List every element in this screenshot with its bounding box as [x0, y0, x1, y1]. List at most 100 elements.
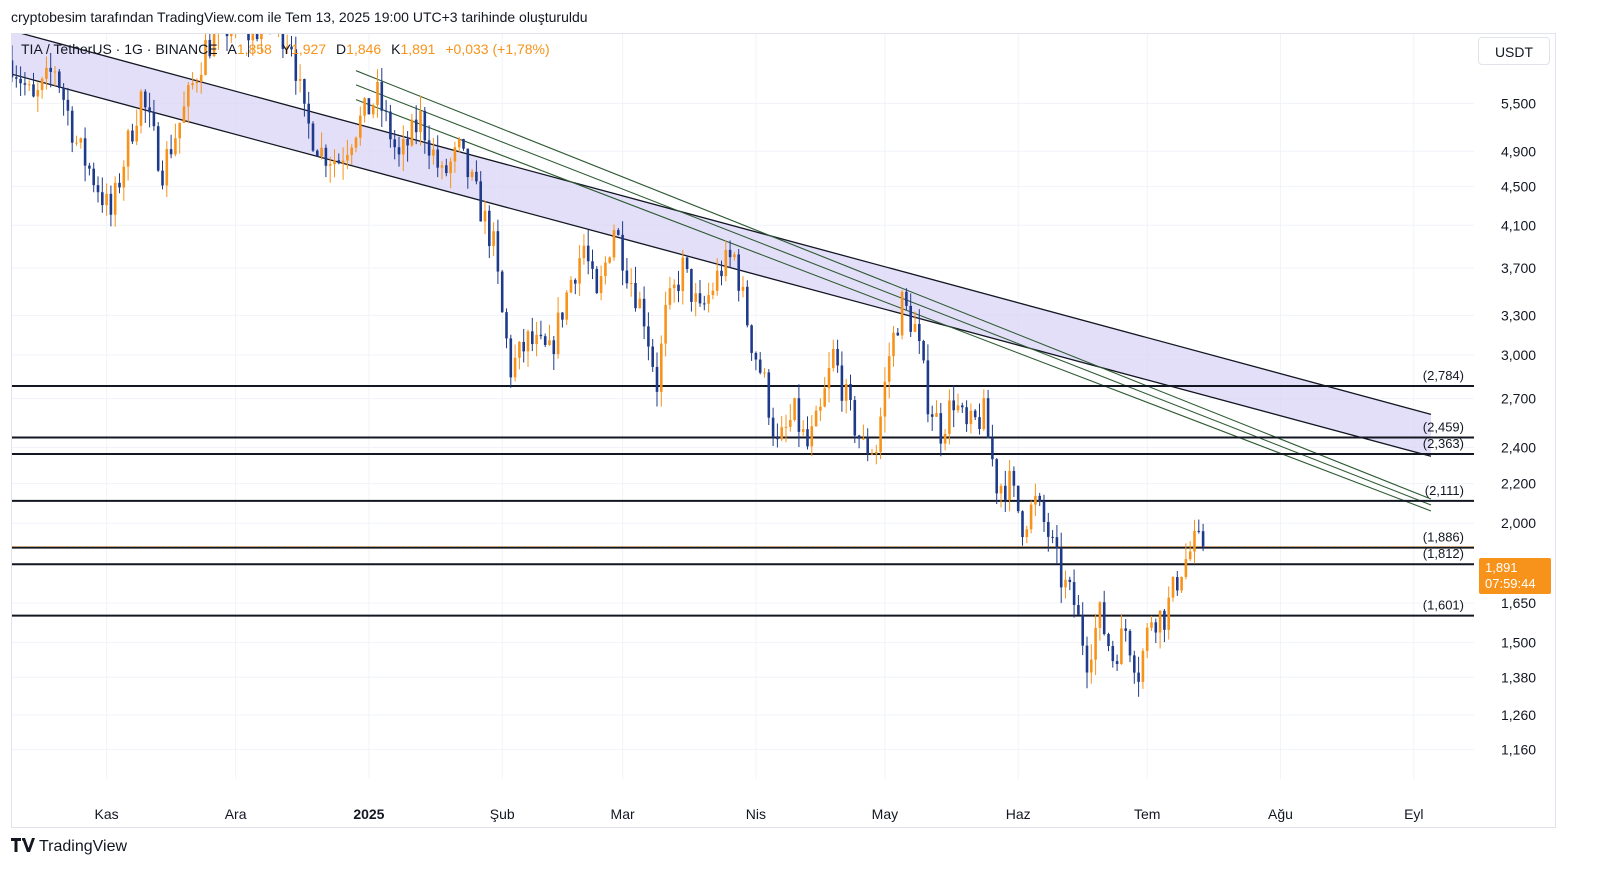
candle-body — [1012, 470, 1016, 486]
x-tick-label: Nis — [746, 806, 766, 822]
candle-body — [182, 106, 186, 123]
candle-body — [840, 365, 844, 401]
candle-body — [905, 291, 908, 306]
candle-body — [767, 372, 771, 418]
candle-body — [1184, 559, 1188, 577]
candle-body — [956, 405, 960, 411]
candle-body — [337, 160, 341, 164]
candle-body — [948, 400, 951, 434]
candle-body — [32, 84, 35, 97]
candle-body — [393, 139, 396, 148]
candle-body — [973, 410, 977, 418]
candle-body — [1197, 530, 1201, 532]
candle-body — [311, 123, 315, 151]
candle-body — [879, 416, 882, 452]
change-value: +0,033 (+1,78%) — [445, 41, 550, 57]
candle-body — [333, 160, 336, 165]
candle-body — [715, 270, 719, 291]
candle-body — [617, 230, 620, 235]
candle-body — [496, 231, 500, 272]
candle-body — [672, 284, 676, 289]
x-tick-label: May — [872, 806, 898, 822]
candle-body — [991, 438, 994, 460]
candle-body — [470, 171, 474, 178]
candle-body — [621, 234, 624, 271]
candle-body — [793, 398, 796, 420]
level-label: (2,459) — [1423, 419, 1464, 434]
candle-body — [638, 298, 642, 309]
candle-body — [204, 39, 207, 75]
candle-body — [832, 349, 835, 368]
tradingview-logo[interactable]: TradingView — [11, 838, 127, 856]
candle-body — [741, 286, 745, 291]
symbol-name[interactable]: TIA / TetherUS · 1G · BINANCE — [21, 41, 218, 57]
last-price-tag: 1,891 07:59:44 — [1479, 558, 1551, 594]
candle-body — [1034, 495, 1037, 505]
candle-body — [1077, 605, 1080, 615]
candle-body — [410, 119, 414, 146]
candle-body — [797, 398, 801, 432]
candle-body — [801, 429, 805, 432]
candle-body — [608, 257, 611, 263]
candle-body — [711, 290, 715, 296]
candle-body — [926, 360, 930, 415]
candle-body — [561, 312, 564, 320]
candle-body — [1038, 495, 1041, 502]
candle-body — [376, 82, 379, 105]
candle-body — [1055, 537, 1059, 549]
candle-body — [862, 438, 865, 440]
candle-body — [896, 332, 900, 336]
candle-body — [1154, 622, 1158, 633]
close-value: 1,891 — [400, 41, 436, 57]
y-tick-label: 2,200 — [1501, 476, 1536, 492]
candle-body — [406, 139, 409, 146]
candle-body — [703, 303, 706, 305]
candle-body — [647, 326, 650, 347]
candle-body — [539, 334, 543, 337]
chart-area[interactable]: (2,784) (2,459) (2,363) (2,111) (1,886) (1,81… — [11, 33, 1556, 828]
low-value: 1,846 — [346, 41, 382, 57]
x-tick-label: Ara — [225, 806, 247, 822]
candle-body — [526, 331, 530, 352]
candle-body — [1137, 672, 1140, 682]
currency-selector[interactable]: USDT — [1478, 37, 1550, 65]
candle-body — [316, 150, 319, 157]
candle-body — [45, 67, 48, 79]
candle-body — [1072, 582, 1076, 606]
candle-body — [27, 84, 31, 86]
candle-body — [466, 148, 470, 178]
chart-svg[interactable]: (2,784) (2,459) (2,363) (2,111) (1,886)(1,81… — [12, 34, 1557, 829]
candle-body — [1163, 610, 1166, 630]
candle-body — [535, 334, 538, 345]
candle-body — [578, 258, 581, 284]
candle-body — [870, 453, 874, 455]
candle-body — [819, 406, 822, 411]
candle-body — [733, 254, 736, 258]
candle-body — [1042, 501, 1046, 522]
candle-body — [883, 381, 887, 417]
x-tick-label: Eyl — [1404, 806, 1423, 822]
candle-body — [844, 383, 848, 401]
y-tick-label: 1,380 — [1501, 669, 1536, 685]
candle-body — [522, 341, 525, 352]
candle-body — [174, 138, 177, 155]
candle-body — [118, 182, 121, 188]
symbol-legend: TIA / TetherUS · 1G · BINANCE A1,858 Y1,… — [21, 41, 550, 57]
candle-body — [685, 257, 689, 269]
bar-countdown: 07:59:44 — [1485, 576, 1536, 591]
candle-body — [199, 74, 203, 82]
candle-body — [49, 67, 52, 72]
candle-body — [40, 78, 44, 91]
candle-body — [978, 417, 981, 430]
candle-body — [582, 245, 586, 259]
candle-body — [492, 231, 495, 247]
candle-body — [156, 126, 160, 171]
green-line-3 — [355, 99, 1432, 512]
candle-body — [1128, 630, 1132, 656]
candle-body — [574, 279, 577, 284]
candle-body — [660, 343, 663, 392]
candle-body — [746, 286, 749, 326]
y-tick-label: 3,700 — [1501, 260, 1536, 276]
candle-body — [36, 90, 40, 97]
candle-body — [518, 341, 521, 358]
